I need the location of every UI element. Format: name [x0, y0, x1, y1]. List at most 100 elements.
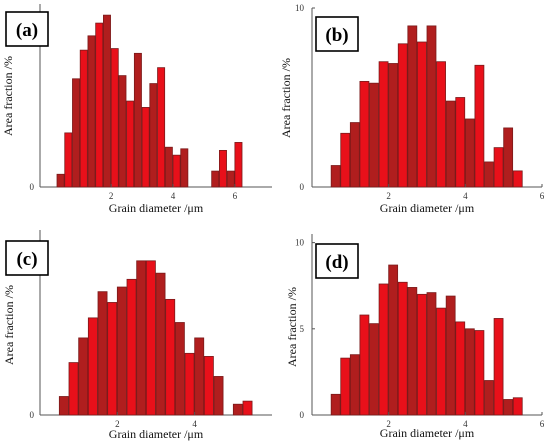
- bar: [397, 43, 408, 188]
- bar: [226, 170, 235, 188]
- x-axis-label: Grain diameter /μm: [109, 427, 204, 441]
- panel-label-box: [5, 240, 49, 276]
- bar: [213, 376, 224, 416]
- bar: [445, 295, 456, 416]
- x-tick-label: 2: [386, 419, 391, 429]
- bar: [503, 127, 514, 188]
- panel-label: (c): [16, 249, 37, 270]
- bar: [493, 318, 504, 416]
- bar: [349, 354, 360, 416]
- panel-label-box: [315, 243, 359, 279]
- panel-label: (a): [16, 20, 38, 41]
- bar: [232, 403, 243, 416]
- bar: [242, 400, 253, 416]
- y-axis-label: Area fraction /%: [2, 285, 16, 365]
- bar: [64, 132, 73, 188]
- bar: [484, 380, 494, 416]
- bar: [493, 147, 504, 188]
- y-tick-label: 0: [300, 410, 305, 420]
- panel-label-box: [5, 11, 49, 47]
- bar: [219, 149, 227, 188]
- bar: [512, 170, 523, 188]
- y-tick-label: 5: [300, 324, 305, 334]
- bar: [165, 298, 176, 416]
- x-tick-label: 4: [463, 419, 468, 429]
- bar: [155, 272, 166, 416]
- bar: [407, 287, 418, 416]
- bar: [417, 293, 427, 416]
- x-axis-label: Grain diameter /μm: [109, 201, 204, 215]
- bar: [426, 25, 437, 188]
- bar: [503, 399, 514, 416]
- bar: [397, 281, 408, 416]
- x-axis-label: Grain diameter /μm: [380, 201, 475, 215]
- bar: [464, 118, 475, 188]
- bar: [369, 323, 379, 416]
- x-tick-label: 6: [233, 191, 238, 201]
- y-axis-label: Area fraction /%: [1, 56, 15, 136]
- bar: [72, 78, 81, 188]
- y-axis-label: Area fraction /%: [279, 58, 293, 138]
- x-axis-label: Grain diameter /μm: [380, 426, 475, 440]
- bar: [87, 317, 98, 416]
- bar: [436, 307, 446, 416]
- bar: [95, 22, 104, 188]
- bar: [474, 330, 485, 416]
- bar: [388, 264, 399, 416]
- x-tick-label: 6: [540, 419, 545, 429]
- bar: [87, 35, 96, 188]
- bar: [79, 49, 88, 188]
- panel-label-box: [315, 16, 359, 52]
- y-tick-label: 0: [30, 410, 35, 420]
- bar: [340, 132, 351, 188]
- bar: [103, 14, 111, 188]
- bar: [474, 64, 485, 188]
- bar: [157, 67, 166, 188]
- bar: [349, 122, 360, 188]
- x-tick-label: 2: [115, 419, 120, 429]
- bar: [455, 97, 466, 188]
- x-tick-label: 4: [171, 191, 176, 201]
- bar: [116, 286, 127, 416]
- bar: [445, 100, 456, 188]
- bar: [378, 283, 389, 416]
- bar: [359, 80, 370, 188]
- bar: [234, 142, 243, 188]
- bar: [126, 278, 137, 416]
- bar: [136, 260, 147, 416]
- bar: [512, 397, 523, 416]
- bar: [149, 83, 158, 188]
- bar: [330, 393, 341, 416]
- chart-panel-d: 2 4 6 0 5 10 Grain diameter /μm Area fraction /…: [285, 234, 545, 440]
- bar: [359, 314, 370, 416]
- bar: [340, 357, 351, 416]
- bar: [164, 146, 173, 188]
- bar: [126, 100, 135, 188]
- y-tick-label: 10: [295, 238, 305, 248]
- bar: [180, 148, 189, 188]
- y-tick-label: 0: [300, 182, 305, 192]
- bar: [211, 170, 220, 188]
- bar: [78, 337, 89, 416]
- bar: [184, 352, 195, 416]
- panel-label: (b): [325, 25, 348, 46]
- bar: [417, 41, 427, 188]
- bar: [464, 328, 475, 416]
- bar: [484, 161, 494, 188]
- bar: [407, 25, 418, 188]
- bar: [330, 165, 341, 188]
- bar: [203, 356, 214, 416]
- chart-panel-b: 2 4 6 0 10 Grain diameter /μm Area fraction /%…: [279, 3, 545, 215]
- bar: [172, 154, 181, 188]
- y-axis-label: Area fraction /%: [285, 287, 299, 367]
- bar: [118, 75, 127, 188]
- bar: [194, 337, 205, 416]
- bar: [110, 48, 119, 188]
- bar: [378, 61, 389, 188]
- bar: [133, 52, 142, 188]
- y-tick-label: 10: [295, 3, 305, 13]
- bar: [388, 63, 399, 188]
- x-tick-label: 2: [109, 191, 114, 201]
